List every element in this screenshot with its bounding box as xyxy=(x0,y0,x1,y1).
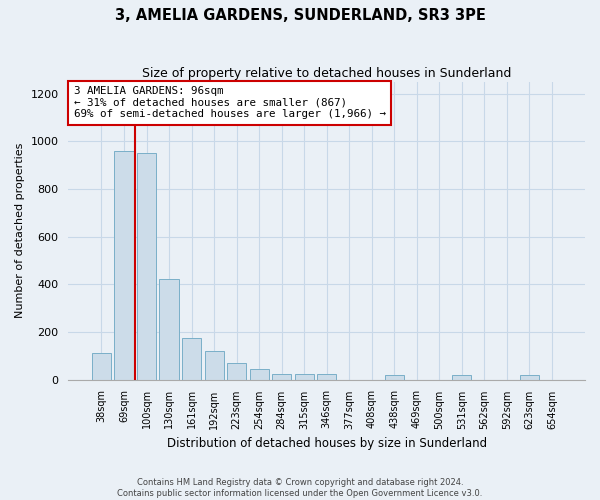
Text: 3, AMELIA GARDENS, SUNDERLAND, SR3 3PE: 3, AMELIA GARDENS, SUNDERLAND, SR3 3PE xyxy=(115,8,485,22)
Bar xyxy=(385,375,404,380)
Bar xyxy=(182,338,201,380)
Bar xyxy=(137,153,156,380)
Bar xyxy=(227,363,246,380)
Y-axis label: Number of detached properties: Number of detached properties xyxy=(15,143,25,318)
Bar xyxy=(317,374,336,380)
Bar xyxy=(115,151,134,380)
X-axis label: Distribution of detached houses by size in Sunderland: Distribution of detached houses by size … xyxy=(167,437,487,450)
Bar xyxy=(452,375,472,380)
Bar xyxy=(92,354,111,380)
Title: Size of property relative to detached houses in Sunderland: Size of property relative to detached ho… xyxy=(142,68,511,80)
Bar xyxy=(272,374,291,380)
Bar xyxy=(160,280,179,380)
Bar xyxy=(205,351,224,380)
Text: 3 AMELIA GARDENS: 96sqm
← 31% of detached houses are smaller (867)
69% of semi-d: 3 AMELIA GARDENS: 96sqm ← 31% of detache… xyxy=(74,86,386,120)
Bar xyxy=(250,369,269,380)
Bar xyxy=(295,374,314,380)
Bar xyxy=(520,375,539,380)
Text: Contains HM Land Registry data © Crown copyright and database right 2024.
Contai: Contains HM Land Registry data © Crown c… xyxy=(118,478,482,498)
